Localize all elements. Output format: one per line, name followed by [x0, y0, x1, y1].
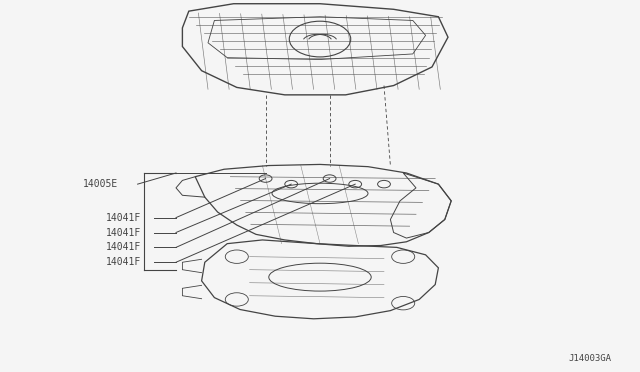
Circle shape — [259, 175, 272, 182]
Circle shape — [378, 180, 390, 188]
Circle shape — [285, 180, 298, 188]
Text: 14041F: 14041F — [106, 228, 141, 237]
Circle shape — [349, 180, 362, 188]
Text: 14005E: 14005E — [83, 179, 118, 189]
Circle shape — [323, 175, 336, 182]
Text: J14003GA: J14003GA — [568, 354, 611, 363]
Text: 14041F: 14041F — [106, 257, 141, 267]
Text: 14041F: 14041F — [106, 243, 141, 252]
Text: 14041F: 14041F — [106, 213, 141, 222]
